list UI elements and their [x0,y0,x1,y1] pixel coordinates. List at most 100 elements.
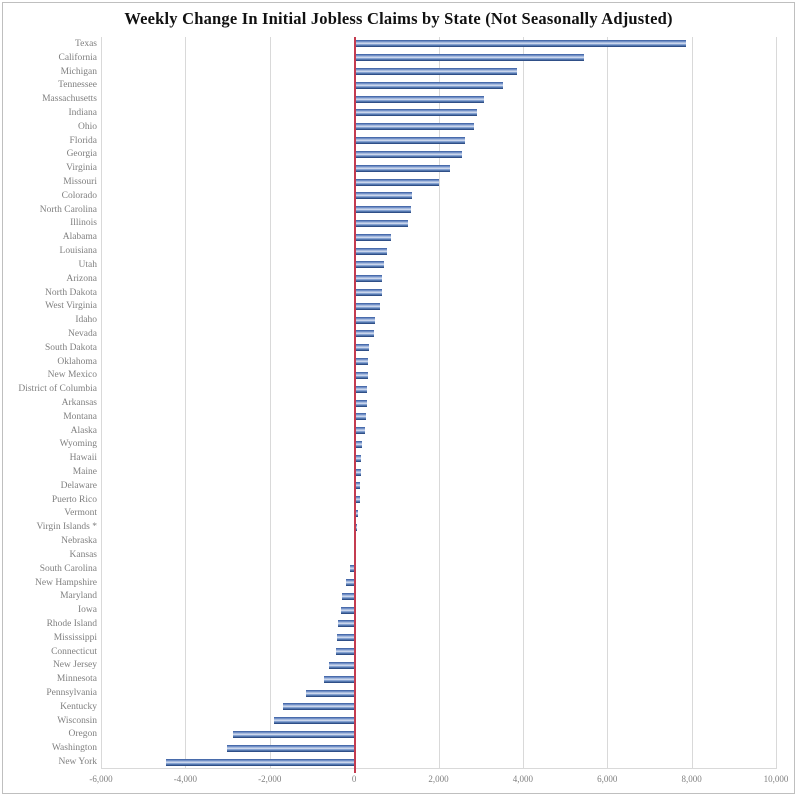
bar [354,164,450,172]
y-axis-label: Kansas [69,549,97,560]
gridline [438,37,440,769]
y-axis-label: New York [58,757,97,768]
bar [354,233,391,241]
y-axis-label: Delaware [60,480,97,491]
y-axis-label: South Dakota [45,342,97,353]
bar [354,344,370,352]
y-axis-label: Virginia [66,163,97,174]
y-axis-label: Arizona [66,273,97,284]
y-axis-label: Montana [63,411,97,422]
x-axis: -6,000 -4,000 -2,000 0 2,000 4,000 6,000 8,000 1… [89,772,788,788]
bar [354,440,362,448]
gridline [691,37,693,769]
y-axis-label: Georgia [66,149,97,160]
y-axis-label: Pennsylvania [46,688,97,699]
y-axis-label: Massachusetts [42,94,97,105]
bar [226,744,355,752]
bar [341,606,355,614]
x-axis-tick-label: -2,000 [258,774,282,784]
y-axis-label: Wyoming [59,439,97,450]
bar [345,579,355,587]
bar [166,758,355,766]
y-axis-label: Kentucky [60,701,97,712]
y-axis-label: West Virginia [45,301,97,312]
bar [337,620,355,628]
y-axis-label: Oklahoma [57,356,97,367]
y-axis-label: Indiana [68,107,98,118]
bar [335,648,355,656]
bar [354,454,362,462]
zero-axis-line [354,37,356,773]
y-axis-label: Utah [78,259,97,270]
y-axis-label: District of Columbia [18,384,97,395]
bar [282,703,355,711]
y-axis-label: Virgin Islands * [36,522,97,533]
y-axis-label: Louisiana [59,246,97,257]
bar [336,634,355,642]
bar [354,68,517,76]
y-axis-label: Mississippi [53,632,97,643]
bar [354,192,412,200]
y-axis-label: Alabama [62,232,97,243]
y-axis-label: Puerto Rico [51,494,97,505]
bar [306,689,355,697]
y-axis-labels: Texas California Michigan Tennessee Massachu… [3,37,97,769]
bar [354,482,361,490]
bar [354,40,687,48]
bar [354,385,368,393]
bar [354,302,380,310]
y-axis-label: Connecticut [51,646,97,657]
bar [354,509,358,517]
bar [328,661,355,669]
bar [354,219,408,227]
plot-area [101,37,777,773]
y-axis-label: Oregon [68,729,98,740]
x-axis-tick-label: -4,000 [173,774,197,784]
x-axis-tick-label: 6,000 [597,774,618,784]
bar [354,206,412,214]
bar [354,137,466,145]
y-axis-label: Maine [72,467,97,478]
bar [354,468,361,476]
y-axis-label: New Jersey [52,660,97,671]
y-axis-label: Illinois [70,218,97,229]
bar [354,109,477,117]
y-axis-label: South Carolina [39,563,97,574]
y-axis-label: Idaho [75,315,97,326]
bar [354,358,369,366]
bar [354,54,585,62]
gridline [522,37,524,769]
x-axis-tick-label: 2,000 [428,774,449,784]
y-axis-label: Rhode Island [46,618,97,629]
y-axis-label: Iowa [78,605,97,616]
gridline [185,37,187,769]
x-axis-tick-label: -6,000 [89,774,113,784]
y-axis-label: Wisconsin [57,715,97,726]
y-axis-label: Alaska [70,425,97,436]
bar [349,565,355,573]
bar [354,123,475,131]
bar [354,399,367,407]
y-axis-label: California [58,52,97,63]
y-axis-label: Tennessee [58,80,97,91]
y-axis-label: Florida [69,135,97,146]
y-axis-label: Arkansas [61,398,97,408]
bar [354,330,374,338]
y-axis-label: Maryland [60,591,97,602]
y-axis-label: Missouri [63,177,97,188]
bar [354,413,367,421]
y-axis-label: North Dakota [45,287,97,298]
bar [354,261,384,269]
bar [354,178,440,186]
bar [354,247,388,255]
y-axis-label: Hawaii [69,453,97,464]
y-axis-label: Nevada [67,328,97,339]
bar [354,95,485,103]
chart-title: Weekly Change In Initial Jobless Claims … [124,9,673,28]
y-axis-label: Vermont [64,508,97,519]
y-axis-label: New Mexico [47,370,97,381]
y-axis-label: Ohio [78,121,97,132]
bar [354,150,462,158]
y-axis-label: New Hampshire [35,577,97,588]
